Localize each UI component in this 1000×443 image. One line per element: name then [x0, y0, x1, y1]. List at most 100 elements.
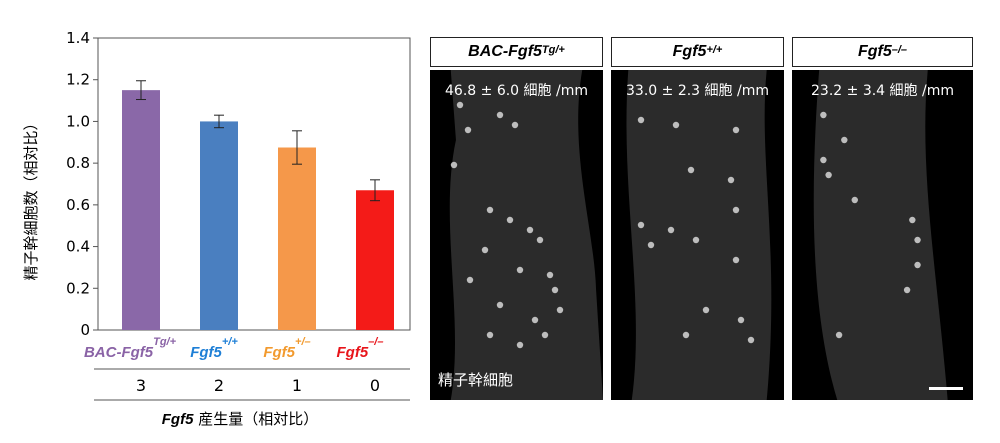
- stem-cell-spot: [682, 331, 690, 339]
- panel-title-sup: Tg/+: [541, 44, 565, 56]
- category-label-base: Fgf5: [263, 344, 295, 361]
- stem-cell-spot: [841, 136, 848, 144]
- tissue-image: [813, 70, 948, 400]
- tissue-region: [813, 70, 948, 400]
- chart-axes: [97, 37, 411, 331]
- bar: [200, 121, 238, 330]
- panel-title-sup: –/–: [891, 44, 908, 56]
- chart-x-categories: BAC-Fgf5Tg/+Fgf5+/+Fgf5+/–Fgf5–/–: [84, 336, 384, 361]
- category-label: Fgf5+/+: [190, 336, 238, 361]
- stem-cell-spot: [903, 286, 911, 294]
- category-label: Fgf5+/–: [263, 336, 310, 361]
- stem-cell-spot: [464, 126, 472, 134]
- stem-cell-spot: [486, 206, 494, 214]
- micrograph: 46.8 ± 6.0 細胞 /mm 精子幹細胞: [430, 70, 603, 400]
- stem-cell-spot: [511, 121, 519, 129]
- stem-cell-spot: [825, 171, 832, 179]
- stem-cell-spot: [732, 126, 740, 134]
- stem-cell-spot: [637, 221, 645, 229]
- stem-cell-spot: [667, 226, 675, 234]
- panel-header: Fgf5 +/+: [611, 37, 784, 67]
- category-label: Fgf5–/–: [337, 336, 384, 361]
- category-label: BAC-Fgf5Tg/+: [84, 336, 177, 361]
- stem-cell-spot: [692, 236, 700, 244]
- stem-cell-spot: [820, 156, 827, 164]
- chart-bars: [122, 90, 394, 331]
- tissue-image: [449, 70, 603, 400]
- stem-cell-spot: [732, 206, 740, 214]
- stem-cell-spot: [466, 276, 474, 284]
- y-axis-label: 精子幹細胞数（相対比）: [22, 115, 40, 280]
- category-label-sup: +/–: [295, 336, 311, 348]
- x-axis-label-gene: Fgf5: [162, 411, 194, 428]
- bar: [122, 90, 160, 331]
- stem-cell-spot: [687, 166, 695, 174]
- stem-cell-spot: [727, 176, 735, 184]
- category-label-sup: –/–: [368, 336, 383, 348]
- production-level: 3: [136, 376, 146, 395]
- y-tick-label: 0: [80, 321, 90, 339]
- stem-cell-spot: [486, 331, 494, 339]
- micrograph-cell-type-label: 精子幹細胞: [438, 371, 514, 389]
- stem-cell-spot: [851, 196, 858, 204]
- y-tick-label: 0.6: [66, 196, 90, 214]
- plot-frame: [97, 37, 411, 331]
- tissue-region: [449, 70, 603, 400]
- x-axis-label: Fgf5 産生量（相対比）: [162, 410, 318, 428]
- stem-cell-spot: [450, 161, 458, 169]
- bar: [278, 147, 316, 330]
- stem-cell-spot: [496, 111, 504, 119]
- stem-cell-spot: [647, 241, 655, 249]
- category-label-sup: +/+: [222, 336, 238, 348]
- stem-cell-spot: [737, 316, 745, 324]
- panel-header: Fgf5 –/–: [792, 37, 973, 67]
- stem-cell-spot: [820, 111, 827, 119]
- panel-title: BAC-Fgf5: [468, 43, 542, 60]
- stem-cell-spot: [702, 306, 710, 314]
- stem-cell-spot: [747, 336, 755, 344]
- category-label-base: Fgf5: [190, 344, 222, 361]
- tissue-image: [626, 70, 772, 400]
- stem-cell-spot: [909, 216, 916, 224]
- stem-cell-spot: [672, 121, 680, 129]
- bar: [356, 190, 394, 330]
- micrograph: 23.2 ± 3.4 細胞 /mm: [792, 70, 973, 400]
- cell-density-label: 46.8 ± 6.0 細胞 /mm: [445, 83, 588, 99]
- stem-cell-spot: [516, 341, 524, 349]
- panel-title: Fgf5: [672, 43, 707, 60]
- stem-cell-spot: [637, 116, 645, 124]
- y-tick-label: 0.2: [66, 279, 90, 297]
- category-label-sup: Tg/+: [153, 336, 176, 348]
- stem-cell-spot: [531, 316, 539, 324]
- y-tick-label: 1.0: [66, 112, 90, 130]
- stem-cell-spot: [536, 236, 544, 244]
- stem-cell-spot: [546, 271, 554, 279]
- production-level: 0: [370, 376, 380, 395]
- tissue-region: [626, 70, 772, 400]
- chart-ticks: 0 0.2 0.4 0.6 0.8 1.0 1.2 1.4: [66, 29, 98, 339]
- y-tick-label: 1.2: [66, 71, 90, 89]
- stem-cell-spot: [914, 236, 921, 244]
- stem-cell-spot: [516, 266, 524, 274]
- stem-cell-spot: [506, 216, 514, 224]
- y-tick-label: 0.8: [66, 154, 90, 172]
- stem-cell-spot: [556, 306, 564, 314]
- stem-cell-spot: [456, 101, 464, 109]
- x-axis-label-rest: 産生量（相対比）: [193, 410, 318, 428]
- stem-cell-spot: [526, 226, 534, 234]
- production-level: 1: [292, 376, 302, 395]
- production-table: 3 2 1 0: [94, 368, 410, 401]
- panel-title-sup: +/+: [706, 44, 723, 56]
- panel-header: BAC-Fgf5 Tg/+: [430, 37, 603, 67]
- cell-density-label: 33.0 ± 2.3 細胞 /mm: [626, 83, 769, 99]
- stem-cell-spot: [551, 286, 559, 294]
- bar-chart: 00.20.40.60.81.01.21.4 BAC-Fgf5Tg/+Fgf5+…: [22, 29, 411, 428]
- y-tick-label: 0.4: [66, 238, 90, 256]
- stem-cell-spot: [732, 256, 740, 264]
- production-level: 2: [214, 376, 224, 395]
- chart-error-bars: [136, 80, 380, 202]
- stem-cell-spot: [914, 261, 921, 269]
- micrograph: 33.0 ± 2.3 細胞 /mm: [611, 70, 784, 400]
- stem-cell-spot: [481, 246, 489, 254]
